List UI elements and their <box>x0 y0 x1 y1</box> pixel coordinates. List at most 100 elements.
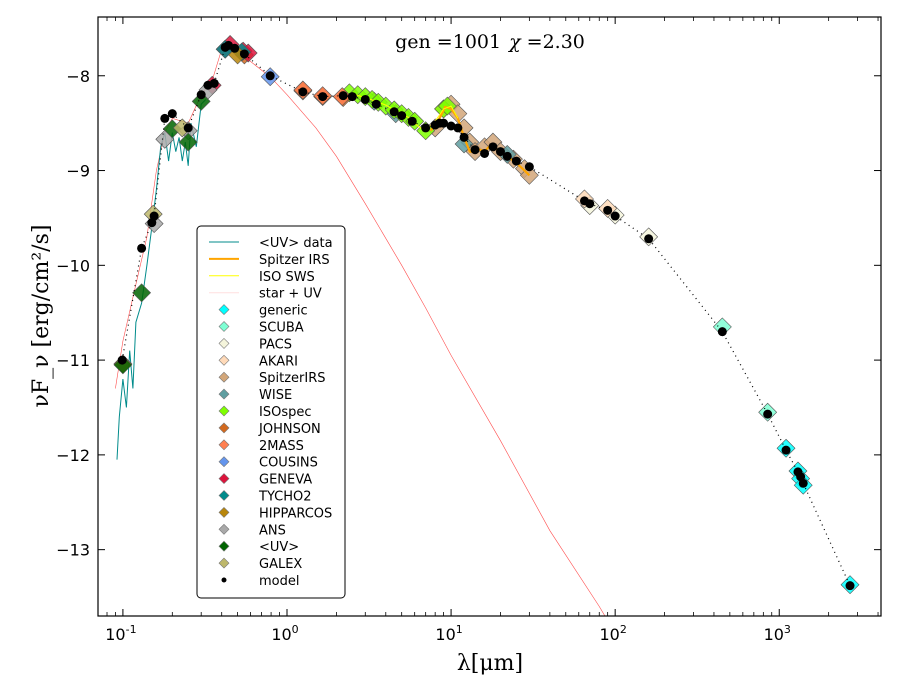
x-tick-label: 101 <box>435 623 462 644</box>
legend-tycho2-label: TYCHO2 <box>258 490 312 505</box>
point-model <box>798 478 808 488</box>
point-model <box>781 445 791 455</box>
legend-akari-label: AKARI <box>259 354 298 369</box>
legend-generic-swatch <box>218 304 230 316</box>
point-model <box>360 94 370 104</box>
legend-hipparcos-label: HIPPARCOS <box>259 506 332 521</box>
point-model <box>439 118 449 128</box>
point-model <box>183 123 193 133</box>
point-model <box>644 234 654 244</box>
point-model <box>453 123 463 133</box>
y-tick-label: −9 <box>66 162 90 181</box>
legend-cousins-swatch <box>218 456 230 468</box>
point-model <box>763 409 773 419</box>
legend-johnson-swatch <box>218 422 230 434</box>
point-model <box>371 99 381 109</box>
legend-wise-label: WISE <box>259 388 292 403</box>
point-model <box>470 145 480 155</box>
legend-isospec-swatch <box>218 405 230 417</box>
point-model <box>318 92 328 102</box>
point-model <box>845 581 855 591</box>
legend-spitzerirs-label: SpitzerIRS <box>259 371 326 386</box>
legend-spitzer-irs-label: Spitzer IRS <box>259 253 330 268</box>
legend: <UV> data Spitzer IRS ISO SWS star + UV gene… <box>196 225 346 599</box>
legend-uv-label: <UV> <box>259 540 299 555</box>
point-model <box>407 116 417 126</box>
point-model <box>524 162 534 172</box>
legend-cousins-label: COUSINS <box>259 456 318 471</box>
legend-galex-swatch <box>218 557 230 569</box>
x-tick-label: 100 <box>271 623 298 644</box>
legend-spitzerirs-swatch <box>218 371 230 383</box>
legend-scuba-swatch <box>218 321 230 332</box>
point-model <box>511 156 521 166</box>
legend-iso-sws-label: ISO SWS <box>259 270 315 285</box>
legend-geneva-swatch <box>218 473 230 485</box>
point-model <box>167 109 177 119</box>
legend-wise-swatch <box>218 388 230 400</box>
x-tick-label: 102 <box>599 623 626 644</box>
legend-star-uv-label: star + UV <box>259 287 322 302</box>
point-model <box>338 91 348 101</box>
y-tick-label: −8 <box>66 67 90 86</box>
legend-ans-label: ANS <box>259 523 286 538</box>
point-uv <box>178 132 198 152</box>
legend-tycho2-swatch <box>218 490 230 501</box>
plot-area <box>113 35 860 616</box>
axis-ticks <box>98 17 881 616</box>
legend-2mass-swatch <box>218 439 230 451</box>
point-model <box>347 92 357 102</box>
point-model <box>603 205 613 215</box>
point-model <box>585 199 595 209</box>
point-model <box>495 147 505 157</box>
point-model <box>239 49 249 59</box>
point-model <box>488 142 498 152</box>
point-model <box>196 90 206 100</box>
axes-frame <box>97 16 882 617</box>
legend-geneva-label: GENEVA <box>259 473 312 488</box>
legend-uv-swatch <box>218 540 230 552</box>
point-model <box>446 121 456 131</box>
point-model <box>502 151 512 161</box>
point-model <box>397 111 407 121</box>
point-model <box>459 132 469 142</box>
legend-box <box>196 225 346 599</box>
point-model <box>160 113 170 123</box>
x-tick-label: 10-1 <box>105 623 136 644</box>
point-model <box>230 43 240 53</box>
legend-hipparcos-swatch <box>218 506 230 518</box>
y-tick-label: −13 <box>56 541 90 560</box>
point-model <box>480 148 490 158</box>
legend-ans-swatch <box>218 523 230 535</box>
legend-pacs-swatch <box>218 337 230 349</box>
point-model <box>149 211 159 221</box>
point-model <box>717 327 727 337</box>
y-tick-label: −12 <box>56 446 90 465</box>
point-model <box>117 355 127 365</box>
point-model <box>298 87 308 97</box>
legend-scuba-label: SCUBA <box>259 321 304 336</box>
legend-isospec-label: ISOspec <box>259 405 312 420</box>
point-model <box>137 243 147 253</box>
legend-2mass-label: 2MASS <box>259 439 304 454</box>
legend-pacs-label: PACS <box>259 337 292 352</box>
legend-akari-swatch <box>218 354 230 366</box>
point-model <box>389 107 399 117</box>
y-axis-title: νF_ν [erg/cm²/s] <box>29 225 54 408</box>
legend-uv-data-label: <UV> data <box>259 236 333 251</box>
legend-model-label: model <box>259 574 299 589</box>
point-uv <box>132 283 152 303</box>
point-model <box>421 123 431 133</box>
point-model <box>265 71 275 81</box>
legend-model-swatch <box>221 577 227 583</box>
plot-title: gen =1001 χ =2.30 <box>395 31 585 53</box>
point-model <box>610 211 620 221</box>
legend-galex-label: GALEX <box>259 557 302 572</box>
y-tick-label: −10 <box>56 256 90 275</box>
legend-johnson-label: JOHNSON <box>258 422 321 437</box>
tick-labels: 10-1 100 101 102 103 −8 −9 −10 −11 −12 −13 <box>56 67 791 644</box>
legend-generic-label: generic <box>259 304 308 319</box>
x-axis-title: λ[μm] <box>457 651 523 676</box>
